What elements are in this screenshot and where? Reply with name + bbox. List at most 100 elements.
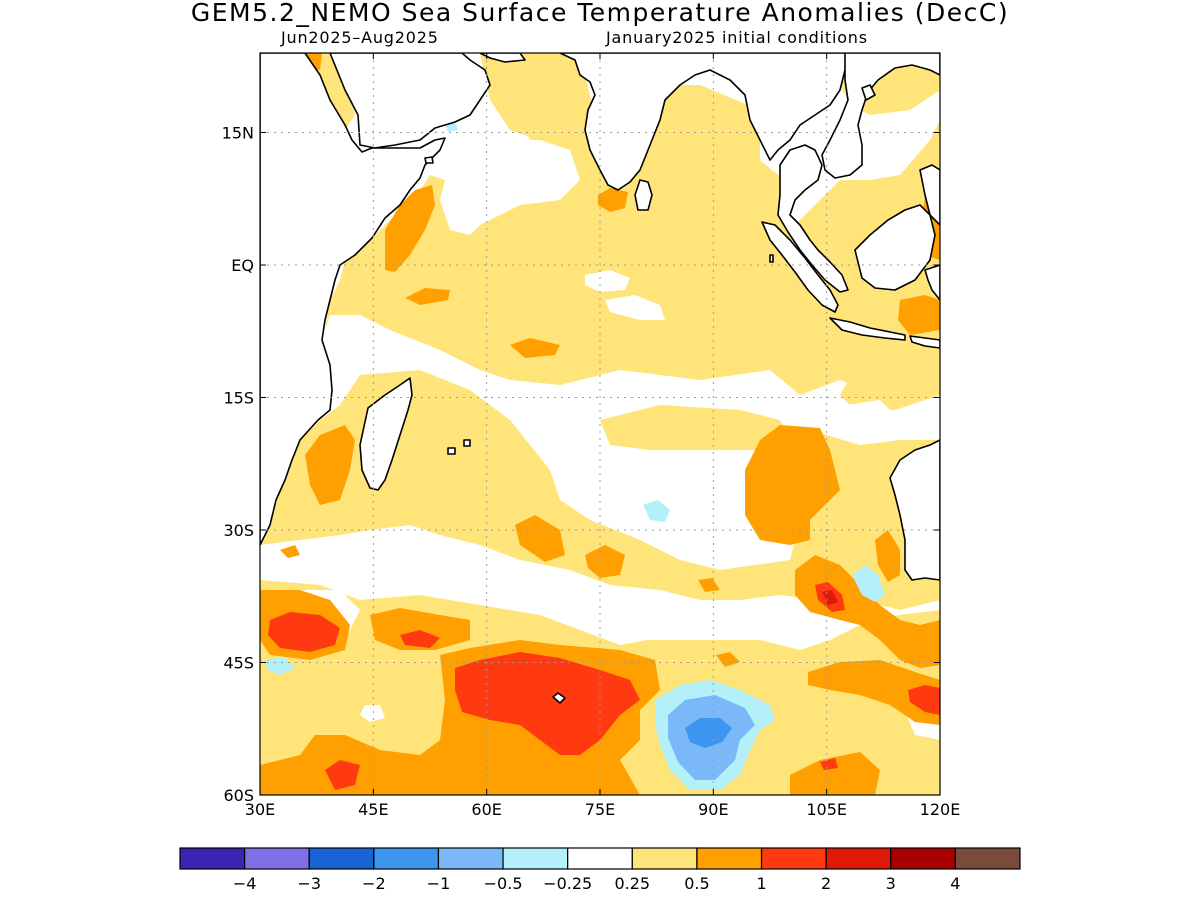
socotra-island <box>424 156 434 164</box>
anomaly-region <box>875 530 900 582</box>
borneo-island <box>854 204 936 291</box>
y-tick-label: 60S <box>223 786 254 805</box>
y-tick-label: EQ <box>231 256 254 275</box>
y-tick-label: 15N <box>222 124 254 143</box>
iran-pakistan-landmass <box>559 53 853 191</box>
anomaly-region <box>370 608 470 650</box>
sulawesi-island <box>924 264 940 301</box>
legend-swatch <box>308 847 375 870</box>
legend-label: −0.5 <box>484 874 523 893</box>
legend-label: −0.25 <box>543 874 592 893</box>
anomaly-region <box>405 288 450 305</box>
gulf-persia-landmass <box>479 53 526 63</box>
anomaly-region <box>908 685 940 715</box>
legend-swatch <box>244 847 310 870</box>
mauritius-island <box>447 447 456 455</box>
madagascar-island <box>359 377 413 491</box>
anomaly-region <box>510 338 560 358</box>
anomaly-level-2 <box>822 590 838 605</box>
y-tick-label: 15S <box>223 389 254 408</box>
anomaly-region <box>400 630 440 648</box>
anomaly-region <box>898 295 940 335</box>
anomaly-region <box>605 295 665 320</box>
legend-swatch <box>437 847 504 870</box>
anomaly-region <box>790 752 880 795</box>
figure-title: GEM5.2_NEMO Sea Surface Temperature Anom… <box>190 0 1010 27</box>
legend-label: −1 <box>427 874 451 893</box>
anomaly-region <box>598 188 628 212</box>
legend-swatch <box>890 847 956 870</box>
anomaly-region <box>280 545 300 558</box>
legend-label: 2 <box>821 874 831 893</box>
anomaly-region <box>840 360 940 410</box>
anomaly-contours <box>260 53 940 795</box>
indochina-landmass <box>777 144 849 293</box>
axis-ticks: 30E 45E 60E 75E 90E 105E 120E 15N EQ 15S 30S 45S 60S <box>222 53 961 819</box>
africa-landmass <box>260 53 446 546</box>
australia-landmass <box>889 439 940 581</box>
anomaly-region <box>698 578 720 592</box>
anomaly-region <box>260 370 940 610</box>
map-gridlines <box>260 53 940 795</box>
legend-label: −4 <box>233 874 257 893</box>
kerguelen-island <box>552 692 566 704</box>
anomaly-region <box>325 760 360 790</box>
x-tick-label: 105E <box>806 800 847 819</box>
anomaly-region <box>600 405 790 450</box>
anomaly-region <box>585 545 625 578</box>
legend-label: 0.5 <box>684 874 709 893</box>
anomaly-level-1 <box>268 582 940 790</box>
anomaly-region <box>325 53 940 395</box>
java-island <box>829 317 906 341</box>
x-tick-label: 90E <box>698 800 728 819</box>
anomaly-region <box>268 612 340 652</box>
initial-conditions-label: January2025 initial conditions <box>606 28 868 47</box>
anomaly-region <box>643 500 670 522</box>
anomaly-region <box>808 660 940 725</box>
anomaly-region <box>820 758 838 770</box>
anomaly-region <box>480 53 590 140</box>
color-legend: −4 −3 −2 −1 −0.5 −0.25 0.25 0.5 1 2 3 4 <box>179 847 1021 893</box>
philippines-landmass <box>919 164 940 226</box>
anomaly-region <box>716 652 740 667</box>
anomaly-level-neg-1 <box>685 718 732 748</box>
anomaly-region <box>795 555 940 668</box>
anomaly-region <box>360 705 385 722</box>
period-label: Jun2025–Aug2025 <box>281 28 439 47</box>
legend-swatch <box>954 847 1021 870</box>
legend-swatch <box>631 847 698 870</box>
x-tick-label: 30E <box>245 800 275 819</box>
lesser-sunda-island <box>909 335 940 349</box>
anomaly-region <box>852 565 885 602</box>
south-china-landmass <box>821 53 940 179</box>
anomaly-region <box>822 590 838 605</box>
land-masses <box>260 53 940 704</box>
sumatra-island <box>761 221 839 313</box>
anomaly-region <box>265 657 295 675</box>
legend-swatch <box>567 847 633 870</box>
anomaly-region <box>305 425 355 505</box>
sri-lanka-island <box>634 179 653 211</box>
anomaly-region <box>385 185 435 272</box>
reunion-island <box>463 439 471 447</box>
x-tick-label: 120E <box>920 800 961 819</box>
hainan-island <box>861 84 876 101</box>
anomaly-region <box>290 555 860 650</box>
anomaly-region <box>745 425 840 545</box>
legend-swatch <box>825 847 892 870</box>
anomaly-region <box>585 270 630 292</box>
arabia-landmass <box>329 53 491 149</box>
x-tick-label: 60E <box>471 800 501 819</box>
x-tick-label: 45E <box>358 800 388 819</box>
legend-swatch <box>179 847 246 870</box>
anomaly-region <box>685 718 732 748</box>
andaman-islands <box>769 254 774 263</box>
legend-swatch <box>373 847 440 870</box>
y-tick-label: 30S <box>223 521 254 540</box>
legend-label: 1 <box>756 874 766 893</box>
x-tick-label: 75E <box>585 800 615 819</box>
anomaly-region <box>455 652 640 755</box>
y-tick-label: 45S <box>223 654 254 673</box>
